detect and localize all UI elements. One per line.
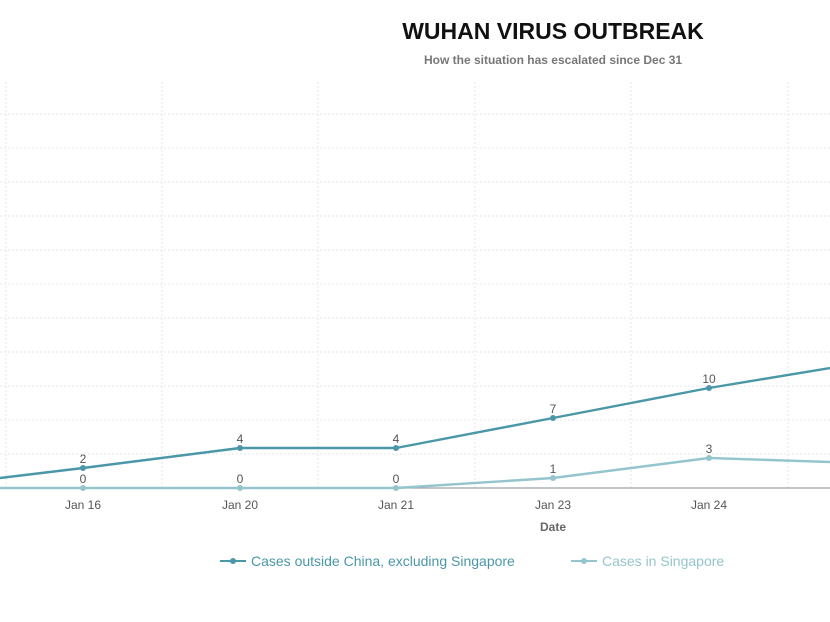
data-labels: 2 4 4 7 10 0 0 0 1 3 — [80, 372, 716, 486]
legend-label: Cases in Singapore — [602, 553, 725, 569]
data-point[interactable] — [550, 475, 556, 481]
data-point[interactable] — [393, 445, 399, 451]
legend: Cases outside China, excluding Singapore… — [0, 553, 830, 573]
data-label: 0 — [393, 472, 400, 486]
grid — [0, 82, 830, 488]
data-label: 0 — [237, 472, 244, 486]
data-point[interactable] — [706, 455, 712, 461]
data-point[interactable] — [393, 485, 399, 491]
data-point[interactable] — [80, 465, 86, 471]
data-label: 4 — [393, 432, 400, 446]
x-tick-label: Jan 24 — [691, 498, 727, 512]
data-label: 4 — [237, 432, 244, 446]
legend-item-outside-china[interactable]: Cases outside China, excluding Singapore — [220, 553, 515, 569]
data-point[interactable] — [550, 415, 556, 421]
x-tick-label: Jan 20 — [222, 498, 258, 512]
x-axis-title: Date — [540, 520, 566, 534]
chart-title: WUHAN VIRUS OUTBREAK — [402, 18, 704, 44]
data-label: 1 — [550, 462, 557, 476]
chart-subtitle: How the situation has escalated since De… — [423, 53, 683, 67]
data-point[interactable] — [80, 485, 86, 491]
legend-line-marker-icon — [571, 558, 597, 564]
x-tick-label: Jan 23 — [535, 498, 571, 512]
data-label: 2 — [80, 452, 87, 466]
series-layer — [0, 366, 830, 491]
data-label: 0 — [80, 472, 87, 486]
legend-line-marker-icon — [220, 558, 246, 564]
data-label: 3 — [706, 442, 713, 456]
legend-item-singapore[interactable]: Cases in Singapore — [571, 553, 724, 569]
x-tick-label: Jan 16 — [65, 498, 101, 512]
line-chart: Jan 16 Jan 20 Jan 21 Jan 23 Jan 24 Date 2 4 4 7 1… — [0, 82, 830, 534]
x-tick-label: Jan 21 — [378, 498, 414, 512]
data-label: 7 — [550, 402, 557, 416]
data-point[interactable] — [706, 385, 712, 391]
data-point[interactable] — [237, 445, 243, 451]
data-point[interactable] — [237, 485, 243, 491]
data-label: 10 — [702, 372, 716, 386]
x-axis: Jan 16 Jan 20 Jan 21 Jan 23 Jan 24 Date — [0, 487, 830, 534]
legend-label: Cases outside China, excluding Singapore — [251, 553, 515, 569]
